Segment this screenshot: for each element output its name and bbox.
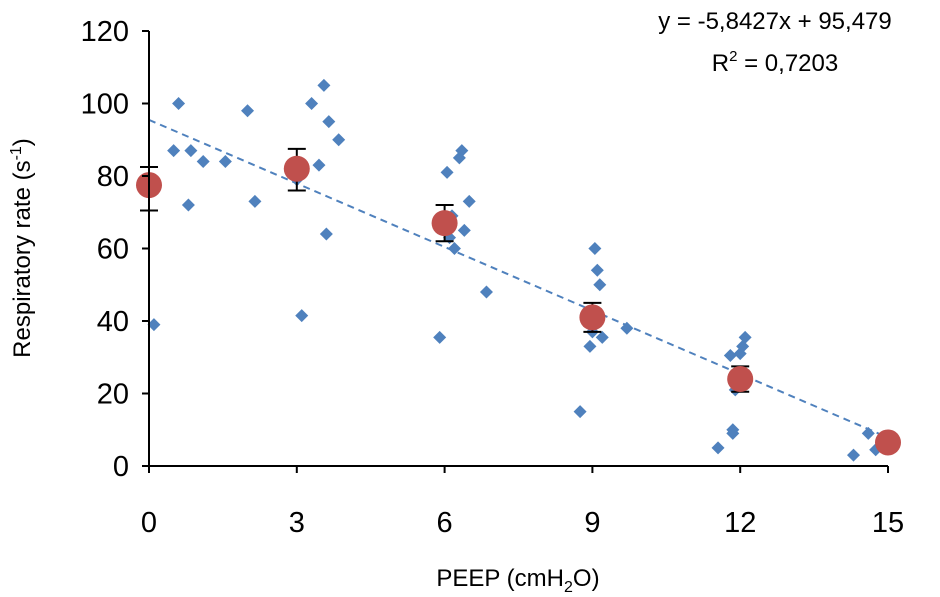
x-tick-label: 6 xyxy=(437,507,453,539)
data-point-diamond xyxy=(147,318,161,332)
data-point-diamond xyxy=(595,330,609,344)
data-point-diamond xyxy=(455,144,469,158)
data-point-diamond xyxy=(440,165,454,179)
data-point-diamond xyxy=(726,423,740,437)
error-bars-layer xyxy=(140,147,750,393)
data-point-diamond xyxy=(447,242,461,255)
data-point-diamond xyxy=(620,321,634,335)
data-point-diamond xyxy=(457,223,471,237)
data-point-diamond xyxy=(322,115,336,129)
data-point-diamond xyxy=(462,194,476,208)
data-point-diamond xyxy=(312,158,326,172)
data-point-diamond xyxy=(167,144,181,158)
mean-points-layer xyxy=(136,155,901,456)
x-tick-label: 12 xyxy=(724,507,756,539)
y-tick-label: 20 xyxy=(97,379,129,411)
trendline xyxy=(148,118,889,439)
r-squared-label: R2 = 0,7203 xyxy=(712,48,838,77)
y-tick-label: 60 xyxy=(97,234,129,266)
data-point-diamond xyxy=(196,155,210,168)
y-tick-label: 40 xyxy=(97,306,129,338)
y-axis-title: Respiratory rate (s-1) xyxy=(8,138,36,358)
mean-point-circle xyxy=(431,210,458,237)
data-point-diamond xyxy=(711,441,725,455)
data-point-diamond xyxy=(241,104,255,118)
data-point-diamond xyxy=(172,97,186,110)
x-tick-label: 3 xyxy=(289,507,305,539)
data-point-diamond xyxy=(593,278,607,292)
data-point-diamond xyxy=(736,339,750,353)
y-tick-label: 0 xyxy=(113,451,129,483)
data-point-diamond xyxy=(573,405,587,419)
y-tick-label: 80 xyxy=(97,161,129,193)
data-point-diamond xyxy=(738,330,752,344)
y-tick-label: 100 xyxy=(81,89,129,121)
trendline-layer xyxy=(148,118,889,439)
mean-point-circle xyxy=(283,155,310,182)
data-point-diamond xyxy=(723,348,737,362)
axes-layer: 0 20 40 60 80 100 120 0 3 6 9 12 15 xyxy=(81,16,905,539)
individual-points-layer xyxy=(147,78,883,462)
data-point-diamond xyxy=(305,97,319,110)
mean-point-circle xyxy=(727,366,754,392)
y-tick-label: 120 xyxy=(81,16,129,48)
x-tick-label: 15 xyxy=(872,507,904,539)
data-point-diamond xyxy=(861,426,875,440)
data-point-diamond xyxy=(181,198,195,212)
x-tick-label: 9 xyxy=(584,507,600,539)
mean-point-circle xyxy=(875,429,901,456)
data-point-diamond xyxy=(588,242,602,255)
data-point-diamond xyxy=(184,144,198,158)
data-point-diamond xyxy=(319,227,333,241)
mean-point-circle xyxy=(579,304,606,331)
data-point-diamond xyxy=(847,448,861,462)
data-point-diamond xyxy=(218,155,232,168)
x-tick-label: 0 xyxy=(141,507,157,539)
data-point-diamond xyxy=(248,194,262,208)
data-point-diamond xyxy=(332,133,346,147)
data-point-diamond xyxy=(317,78,331,92)
data-point-diamond xyxy=(479,285,493,299)
data-point-diamond xyxy=(295,309,309,323)
data-point-diamond xyxy=(590,263,604,277)
data-point-diamond xyxy=(433,330,447,344)
trendline-equation: y = -5,8427x + 95,479 xyxy=(658,8,892,35)
x-axis-title: PEEP (cmH2O) xyxy=(436,565,599,596)
data-point-diamond xyxy=(583,339,597,353)
